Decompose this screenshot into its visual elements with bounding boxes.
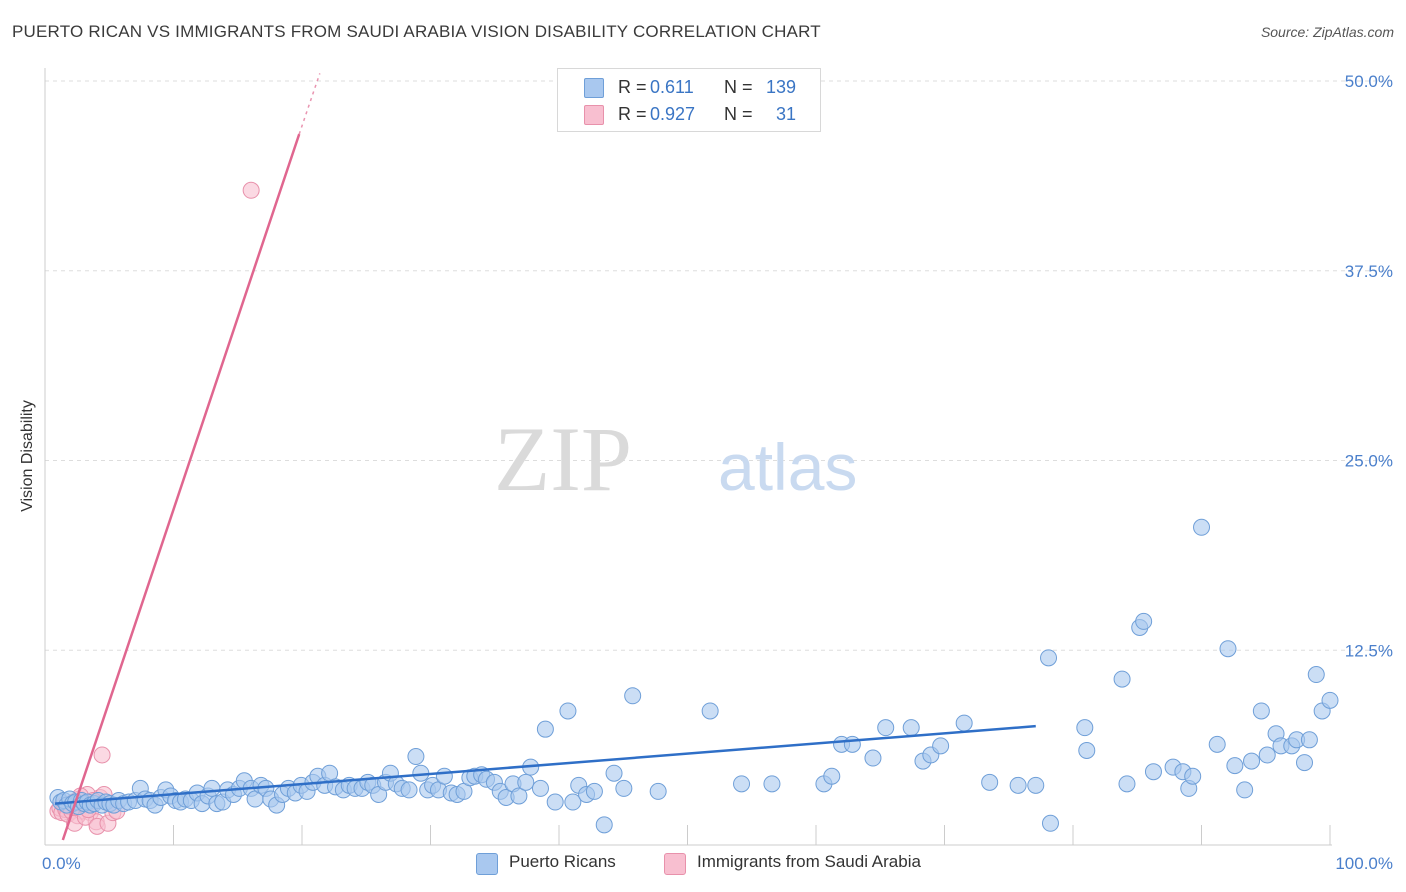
point-puerto-ricans [1040, 649, 1058, 667]
point-puerto-ricans [400, 781, 418, 799]
x-tick-label: 100.0% [1335, 854, 1393, 873]
point-puerto-ricans [1300, 731, 1318, 749]
trendline-puerto-ricans [54, 724, 1036, 805]
point-puerto-ricans [1226, 757, 1244, 775]
point-puerto-ricans [955, 714, 973, 732]
legend-label: Puerto Ricans [509, 852, 616, 871]
stats-swatch-blue [584, 78, 604, 98]
y-tick-label: 12.5% [1345, 641, 1393, 660]
stats-r-label: R = [618, 104, 647, 124]
trend-layer [54, 73, 1036, 841]
point-puerto-ricans [536, 720, 554, 738]
stats-box: R = 0.611 N = 139 R = 0.927 N = 31 [557, 68, 821, 132]
stats-r-label: R = [618, 77, 647, 97]
point-puerto-ricans [546, 793, 564, 811]
trendline-saudi-arabia [61, 133, 301, 841]
watermark-zip: ZIP [494, 408, 632, 510]
point-puerto-ricans [649, 782, 667, 800]
point-puerto-ricans [517, 773, 535, 791]
point-puerto-ricans [1041, 814, 1059, 832]
point-puerto-ricans [902, 719, 920, 737]
point-puerto-ricans [1219, 640, 1237, 658]
point-puerto-ricans [531, 779, 549, 797]
point-puerto-ricans [843, 735, 861, 753]
legend-label: Immigrants from Saudi Arabia [697, 852, 921, 871]
point-puerto-ricans [564, 793, 582, 811]
point-puerto-ricans [701, 702, 719, 720]
point-puerto-ricans [763, 775, 781, 793]
watermark: ZIP atlas [494, 408, 857, 510]
point-puerto-ricans [1258, 746, 1276, 764]
x-tick-label: 0.0% [42, 854, 81, 873]
point-puerto-ricans [585, 782, 603, 800]
point-puerto-ricans [1076, 719, 1094, 737]
point-puerto-ricans [595, 816, 613, 834]
stats-n-label: N = [724, 104, 753, 124]
y-tick-label: 37.5% [1345, 262, 1393, 281]
point-puerto-ricans [1118, 775, 1136, 793]
point-puerto-ricans [1321, 691, 1339, 709]
y-tick-label: 50.0% [1345, 72, 1393, 91]
stats-r-value: 0.611 [650, 77, 694, 97]
point-puerto-ricans [1243, 752, 1261, 770]
point-puerto-ricans [877, 719, 895, 737]
point-puerto-ricans [1113, 670, 1131, 688]
tick-layer: 12.5% 25.0% 37.5% 50.0% 0.0% 100.0% [42, 72, 1393, 873]
stats-n-label: N = [724, 77, 753, 97]
point-puerto-ricans [1027, 776, 1045, 794]
stats-r-value: 0.927 [650, 104, 696, 124]
point-puerto-ricans [1184, 767, 1202, 785]
point-puerto-ricans [864, 749, 882, 767]
stats-row-puerto-ricans: R = 0.611 N = 139 [558, 75, 820, 101]
point-puerto-ricans [1208, 735, 1226, 753]
point-puerto-ricans [1135, 612, 1153, 630]
points-layer [49, 181, 1339, 835]
axis-layer [44, 68, 1332, 846]
point-puerto-ricans [1009, 776, 1027, 794]
point-puerto-ricans [1236, 781, 1254, 799]
point-saudi-arabia [242, 181, 260, 199]
point-puerto-ricans [605, 764, 623, 782]
stats-n-value: 31 [775, 104, 796, 124]
stats-n-value: 139 [765, 77, 796, 97]
point-puerto-ricans [624, 687, 642, 705]
point-puerto-ricans [1307, 666, 1325, 684]
point-puerto-ricans [1193, 518, 1211, 536]
point-puerto-ricans [823, 767, 841, 785]
point-puerto-ricans [1144, 763, 1162, 781]
legend-swatch-blue [476, 853, 498, 875]
point-puerto-ricans [1296, 754, 1313, 772]
point-puerto-ricans [981, 773, 999, 791]
source-label: Source: ZipAtlas.com [1260, 24, 1394, 40]
watermark-atlas: atlas [718, 430, 857, 504]
point-puerto-ricans [733, 775, 751, 793]
y-tick-label: 25.0% [1345, 452, 1393, 471]
stats-row-saudi-arabia: R = 0.927 N = 31 [558, 102, 820, 128]
point-puerto-ricans [932, 737, 950, 755]
point-puerto-ricans [510, 787, 528, 805]
stats-swatch-pink [584, 105, 604, 125]
trendline-saudi-arabia-extension [298, 73, 321, 135]
point-puerto-ricans [615, 779, 633, 797]
point-puerto-ricans [1252, 702, 1270, 720]
legend-swatch-pink [664, 853, 686, 875]
chart-title: PUERTO RICAN VS IMMIGRANTS FROM SAUDI AR… [12, 22, 821, 41]
point-puerto-ricans [203, 779, 221, 797]
point-puerto-ricans [1078, 741, 1096, 759]
point-puerto-ricans [559, 702, 577, 720]
point-saudi-arabia [93, 746, 111, 764]
point-puerto-ricans [435, 767, 453, 785]
point-puerto-ricans [407, 748, 425, 766]
grid-layer [45, 80, 1392, 651]
